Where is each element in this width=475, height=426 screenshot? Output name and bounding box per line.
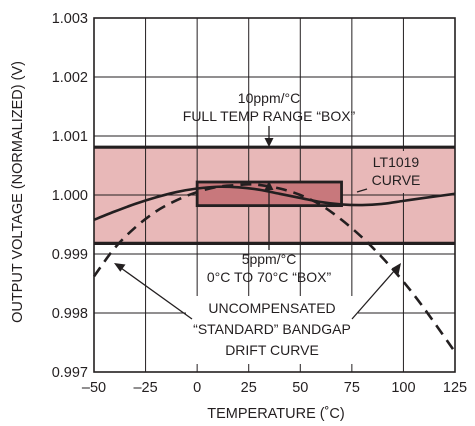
annotation-lt1019: LT1019 CURVE: [367, 151, 425, 193]
y-tick-label: 1.000: [52, 188, 88, 204]
x-tick-label: 75: [344, 380, 360, 396]
annotation-lt1019-line2: CURVE: [372, 172, 421, 188]
y-tick-label: 0.997: [52, 365, 88, 381]
arrow-lt1019-line: [356, 188, 368, 193]
x-tick-label: –25: [133, 380, 157, 396]
annotation-lt1019-backdrop: [367, 151, 425, 193]
x-tick-label: 100: [391, 380, 415, 396]
x-tick-label: –50: [82, 380, 106, 396]
annotation-uncompensated-line1: UNCOMPENSATED: [208, 300, 335, 316]
x-tick-label: 50: [292, 380, 308, 396]
x-tick-label: 0: [193, 380, 201, 396]
annotation-10ppm-line2: FULL TEMP RANGE “BOX”: [183, 108, 356, 124]
annotation-uncompensated-backdrop: [186, 296, 358, 364]
annotation-uncompensated-line2: “STANDARD” BANDGAP: [193, 321, 351, 337]
annotation-10ppm-line1: 10ppm/°C: [238, 90, 300, 106]
y-axis-label: OUTPUT VOLTAGE (NORMALIZED) (V): [10, 61, 26, 323]
grid-lines: [94, 18, 455, 372]
x-tick-label: 25: [241, 380, 257, 396]
y-tick-label: 1.003: [52, 11, 88, 27]
annotation-5ppm-box: 5ppm/°C 0°C TO 70°C “BOX”: [207, 251, 332, 285]
annotation-uncompensated: UNCOMPENSATED “STANDARD” BANDGAP DRIFT C…: [186, 296, 358, 364]
annotation-5ppm-line1: 5ppm/°C: [242, 251, 297, 267]
plot-frame: [93, 17, 456, 373]
arrow-uncomp-right-head: [391, 263, 401, 275]
leader-arrows: [114, 126, 401, 320]
annotation-10ppm-box: 10ppm/°C FULL TEMP RANGE “BOX”: [183, 90, 356, 124]
annotation-5ppm-line2: 0°C TO 70°C “BOX”: [207, 269, 332, 285]
y-tick-label: 0.999: [52, 247, 88, 263]
tick-labels: –50 –25 0 25 50 75 100 125 1.003 1.002 1.001 1.000 0…: [52, 11, 467, 396]
annotation-lt1019-line1: LT1019: [373, 154, 420, 170]
arrow-10ppm-head: [264, 138, 274, 147]
arrow-uncomp-right-line: [351, 269, 396, 320]
arrow-5ppm-head: [264, 181, 274, 190]
arrow-uncomp-left-line: [120, 267, 193, 320]
y-tick-label: 1.001: [52, 129, 88, 145]
y-tick-label: 1.002: [52, 70, 88, 86]
series-uncompensated-curve: [92, 183, 457, 353]
annotation-uncompensated-line3: DRIFT CURVE: [225, 342, 319, 358]
x-axis-label: TEMPERATURE (˚C): [207, 406, 344, 422]
plot-border: [93, 17, 456, 373]
arrow-uncomp-left-head: [114, 263, 126, 272]
y-tick-label: 0.998: [52, 306, 88, 322]
x-tick-label: 125: [443, 380, 467, 396]
